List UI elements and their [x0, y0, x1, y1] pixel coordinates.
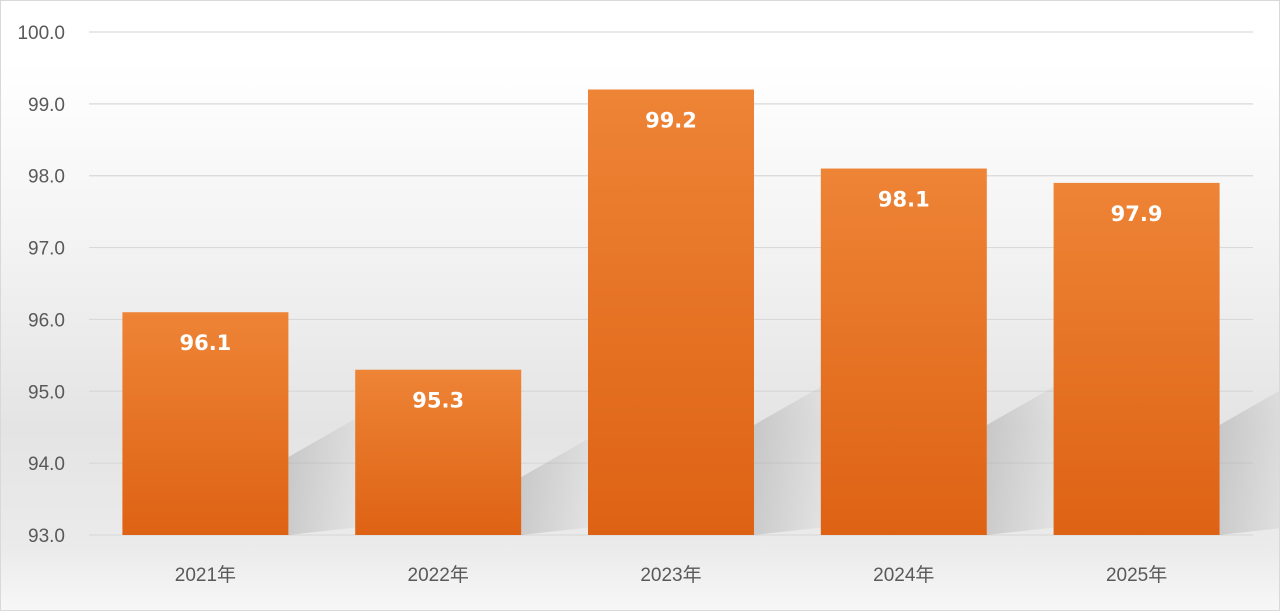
- y-tick-label: 95.0: [28, 382, 65, 403]
- x-axis-categories: 2021年 2022年 2023年 2024年 2025年: [175, 564, 1167, 586]
- x-category-label: 2025年: [1106, 564, 1167, 586]
- y-tick-label: 100.0: [17, 23, 65, 44]
- y-tick-label: 97.0: [28, 239, 65, 260]
- y-tick-label: 93.0: [28, 526, 65, 547]
- y-tick-label: 96.0: [28, 310, 65, 331]
- data-labels: 96.1 95.3 99.2 98.1 97.9: [179, 108, 1162, 412]
- x-category-label: 2023年: [640, 564, 701, 586]
- data-label: 98.1: [878, 188, 930, 212]
- bar: [355, 369, 522, 535]
- x-category-label: 2021年: [175, 564, 236, 586]
- x-category-label: 2022年: [408, 564, 469, 586]
- bar: [1053, 182, 1220, 535]
- bars: [122, 89, 1220, 535]
- y-tick-label: 98.0: [28, 167, 65, 188]
- data-label: 99.2: [645, 108, 697, 132]
- x-category-label: 2024年: [873, 564, 934, 586]
- y-tick-label: 94.0: [28, 454, 65, 475]
- y-axis-ticks: 93.0 94.0 95.0 96.0 97.0 98.0 99.0 100.0: [17, 23, 65, 547]
- bar-shadow: [1219, 391, 1279, 535]
- bar: [122, 312, 289, 535]
- bar: [588, 89, 754, 535]
- y-tick-label: 99.0: [28, 95, 65, 116]
- data-label: 95.3: [412, 389, 464, 413]
- bar: [820, 168, 987, 535]
- data-label: 96.1: [179, 331, 231, 355]
- data-label: 97.9: [1111, 202, 1163, 226]
